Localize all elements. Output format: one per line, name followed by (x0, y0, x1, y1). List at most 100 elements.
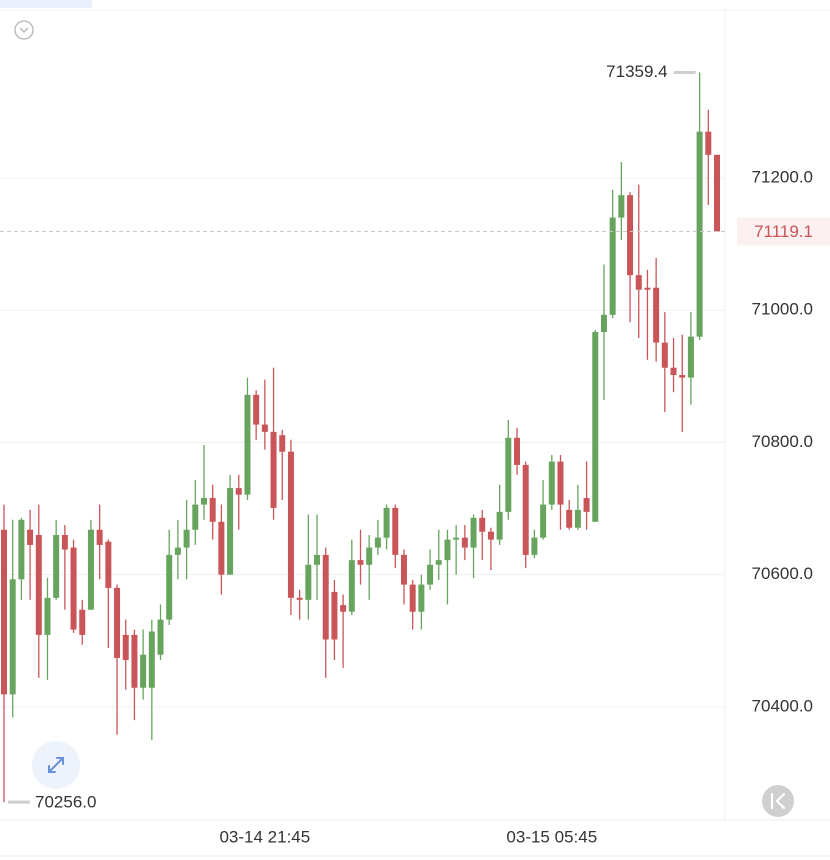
candle-body (287, 451, 294, 598)
candle-body (514, 437, 521, 465)
candle-body (687, 336, 694, 378)
candle-body (653, 287, 660, 343)
candle-body (392, 507, 399, 555)
candle-body (279, 435, 286, 452)
candle-body (479, 517, 486, 532)
expand-button[interactable] (32, 741, 80, 789)
candle-body (461, 537, 468, 548)
candle-body (444, 539, 451, 561)
x-tick-label: 03-14 21:45 (219, 827, 310, 846)
candle-body (635, 275, 642, 290)
candle-body (487, 531, 494, 540)
candle-body (540, 504, 547, 538)
candle-body (9, 579, 16, 695)
candle-body (261, 424, 268, 432)
candle-body (105, 541, 112, 588)
candle-body (183, 529, 190, 548)
collapse-icon[interactable] (14, 20, 34, 40)
candle-body (400, 554, 407, 585)
candle-body (296, 597, 303, 600)
candle-body (122, 634, 129, 660)
candle-body (357, 560, 364, 565)
candle-body (348, 560, 355, 612)
y-tick-label: 70400.0 (752, 696, 813, 715)
candle-body (148, 631, 155, 688)
candle-body (70, 547, 77, 630)
candle-body (340, 605, 347, 612)
candle-body (35, 535, 42, 635)
candle-body (227, 488, 234, 575)
candle-body (305, 564, 312, 600)
candle-body (696, 131, 703, 337)
candle-body (557, 461, 564, 505)
candle-body (592, 332, 599, 522)
scroll-latest-button[interactable] (762, 785, 794, 817)
candle-body (374, 537, 381, 548)
candle-body (192, 504, 199, 530)
candle-body (27, 529, 34, 545)
candle-body (670, 367, 677, 375)
candle-body (131, 634, 138, 688)
annotation-label: 70256.0 (35, 793, 96, 812)
candle-body (218, 521, 225, 575)
candle-body (200, 497, 207, 505)
candle-body (322, 554, 329, 640)
y-tick-label: 71000.0 (752, 300, 813, 319)
candle-body (53, 535, 60, 598)
candle-body (679, 374, 686, 378)
top-tab (0, 0, 92, 8)
candle-body (235, 488, 242, 495)
candle-body (531, 537, 538, 555)
candle-body (1, 529, 7, 695)
grid (0, 177, 725, 708)
candle-body (314, 554, 321, 565)
candle-body (644, 287, 651, 290)
candle-body (583, 497, 590, 512)
annotation-label: 71359.4 (606, 62, 667, 81)
candle-body (253, 394, 260, 425)
candle-body (409, 584, 416, 612)
candle-body (114, 587, 121, 658)
candle-body (470, 517, 477, 548)
candle-body (244, 394, 251, 495)
candle-body (627, 195, 634, 276)
candle-body (661, 342, 668, 368)
candle-body (18, 519, 25, 580)
candle-body (166, 554, 173, 620)
last-price-label: 71119.1 (754, 222, 813, 241)
candle-body (566, 509, 573, 528)
candle-body (522, 464, 529, 555)
candle-body (548, 461, 555, 505)
candle-body (609, 217, 616, 315)
y-tick-label: 70800.0 (752, 432, 813, 451)
candles (1, 72, 720, 803)
candle-body (79, 609, 86, 635)
candle-body (209, 497, 216, 522)
candle-body (44, 597, 51, 635)
last-price-bg (737, 217, 830, 246)
candle-body (705, 131, 712, 155)
candle-body (496, 511, 503, 540)
y-tick-label: 71200.0 (752, 167, 813, 186)
candle-body (96, 529, 103, 545)
x-tick-label: 03-15 05:45 (506, 827, 597, 846)
candle-body (157, 619, 164, 655)
candle-body (618, 195, 625, 218)
candle-body (366, 547, 373, 565)
candle-body (270, 431, 277, 508)
candle-body (418, 584, 425, 612)
labels: 70400.0 70600.0 70800.0 71000.0 71200.0 03-14… (0, 62, 830, 846)
candle-body (383, 507, 390, 538)
candle-body (714, 154, 720, 232)
y-tick-label: 70600.0 (752, 564, 813, 583)
candle-body (453, 537, 460, 540)
candle-body (435, 560, 442, 565)
candle-body (600, 314, 607, 333)
candle-body (505, 437, 512, 512)
candle-body (61, 535, 68, 550)
candle-body (574, 509, 581, 528)
candle-body (331, 591, 338, 640)
candle-body (427, 564, 434, 585)
